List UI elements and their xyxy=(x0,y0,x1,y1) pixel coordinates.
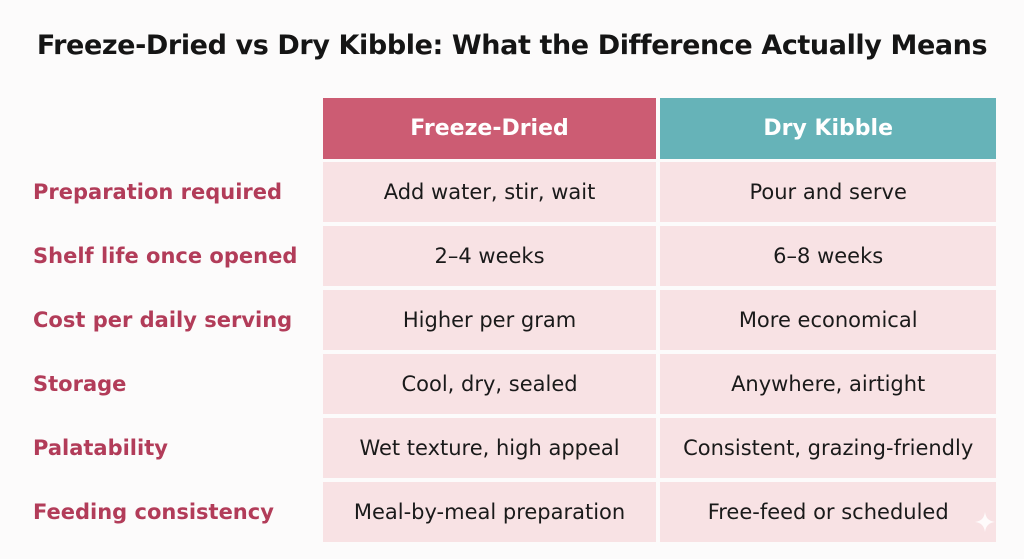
dry-kibble-cell: Pour and serve xyxy=(660,162,997,222)
row-label: Feeding consistency xyxy=(33,500,274,524)
freeze-dried-cell: Add water, stir, wait xyxy=(322,162,657,222)
table-row: Palatability Wet texture, high appeal Co… xyxy=(20,418,997,478)
dry-kibble-cell: Consistent, grazing-friendly xyxy=(660,418,997,478)
freeze-dried-cell: Cool, dry, sealed xyxy=(322,354,657,414)
dry-kibble-cell: More economical xyxy=(660,290,997,350)
freeze-dried-cell: Meal-by-meal preparation xyxy=(322,482,657,542)
row-label: Shelf life once opened xyxy=(33,244,298,268)
row-label: Preparation required xyxy=(33,180,283,204)
dry-kibble-cell: Free-feed or scheduled xyxy=(660,482,997,542)
page-title: Freeze-Dried vs Dry Kibble: What the Dif… xyxy=(36,30,988,61)
table-header-row: Freeze-Dried Dry Kibble xyxy=(20,98,997,159)
dry-kibble-cell: Anywhere, airtight xyxy=(660,354,997,414)
freeze-dried-cell: 2–4 weeks xyxy=(322,226,657,286)
column-header-freeze-dried: Freeze-Dried xyxy=(322,98,657,159)
column-header-dry-kibble: Dry Kibble xyxy=(660,98,997,159)
row-label: Cost per daily serving xyxy=(33,308,293,332)
row-label: Storage xyxy=(33,372,127,396)
freeze-dried-cell: Higher per gram xyxy=(322,290,657,350)
comparison-table: Freeze-Dried Dry Kibble Preparation requ… xyxy=(20,98,997,546)
dry-kibble-cell: 6–8 weeks xyxy=(660,226,997,286)
header-spacer xyxy=(20,98,319,159)
table-row: Feeding consistency Meal-by-meal prepara… xyxy=(20,482,997,542)
row-label: Palatability xyxy=(33,436,168,460)
table-row: Preparation required Add water, stir, wa… xyxy=(20,162,997,222)
table-row: Cost per daily serving Higher per gram M… xyxy=(20,290,997,350)
table-row: Storage Cool, dry, sealed Anywhere, airt… xyxy=(20,354,997,414)
sparkle-icon xyxy=(974,511,996,533)
freeze-dried-cell: Wet texture, high appeal xyxy=(322,418,657,478)
table-row: Shelf life once opened 2–4 weeks 6–8 wee… xyxy=(20,226,997,286)
